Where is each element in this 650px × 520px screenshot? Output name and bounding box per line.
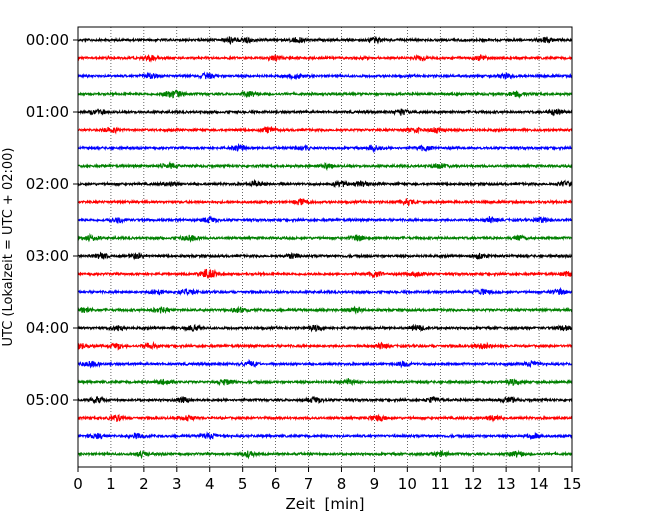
y-tick-label: 03:00 (26, 247, 69, 265)
x-tick-label: 0 (73, 475, 83, 493)
trace-0445 (77, 377, 573, 387)
trace-0345 (77, 305, 573, 315)
trace-0400 (77, 323, 573, 333)
x-tick-label: 6 (271, 475, 281, 493)
trace-0115 (77, 125, 573, 135)
plot-frame (77, 26, 573, 468)
x-tick-label: 1 (106, 475, 116, 493)
trace-0300 (77, 251, 573, 261)
trace-0045 (77, 89, 573, 99)
x-tick-label: 13 (497, 475, 516, 493)
trace-0515 (77, 413, 573, 423)
trace-0100 (77, 108, 573, 117)
trace-0015 (77, 54, 573, 63)
x-tick-label: 10 (398, 475, 417, 493)
y-tick-label: 05:00 (26, 391, 69, 409)
trace-0200 (77, 178, 573, 189)
x-tick-label: 15 (562, 475, 581, 493)
trace-0145 (77, 160, 573, 172)
trace-0500 (77, 395, 573, 405)
trace-0315 (77, 268, 573, 280)
trace-0415 (77, 340, 573, 351)
trace-0530 (77, 431, 573, 440)
trace-0545 (77, 449, 573, 460)
trace-0330 (77, 286, 573, 297)
trace-0130 (77, 142, 573, 154)
trace-0215 (77, 197, 573, 207)
seismic-traces (77, 36, 573, 460)
x-axis-label: Zeit [min] (285, 495, 364, 513)
x-axis-ticks: 0 1 2 3 4 5 6 7 8 9 10 11 12 13 14 15 (73, 467, 582, 493)
trace-0230 (77, 215, 573, 225)
vertical-gridlines (110, 27, 540, 467)
trace-0030 (77, 71, 573, 81)
x-tick-label: 5 (238, 475, 248, 493)
trace-0245 (77, 232, 573, 243)
x-tick-label: 11 (431, 475, 450, 493)
trace-0430 (77, 358, 573, 369)
x-tick-label: 12 (464, 475, 483, 493)
x-tick-label: 9 (370, 475, 380, 493)
y-tick-label: 04:00 (26, 319, 69, 337)
trace-0000 (77, 36, 573, 45)
y-axis-ticks: 00:00 01:00 02:00 03:00 04:00 05:00 (26, 31, 78, 409)
x-tick-label: 2 (139, 475, 149, 493)
x-tick-label: 14 (530, 475, 549, 493)
y-tick-label: 00:00 (26, 31, 69, 49)
x-tick-label: 4 (205, 475, 215, 493)
x-tick-label: 3 (172, 475, 182, 493)
x-tick-label: 7 (304, 475, 314, 493)
y-tick-label: 02:00 (26, 175, 69, 193)
x-tick-label: 8 (337, 475, 347, 493)
y-tick-label: 01:00 (26, 103, 69, 121)
y-axis-label: UTC (Lokalzeit = UTC + 02:00) (1, 148, 16, 347)
